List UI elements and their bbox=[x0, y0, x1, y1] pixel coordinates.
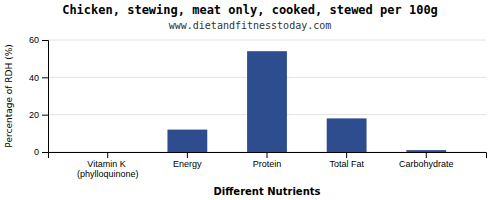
y-tick-mark bbox=[42, 152, 48, 153]
x-tick-mark bbox=[346, 152, 347, 158]
bar bbox=[327, 118, 367, 152]
y-tick: 40 bbox=[29, 73, 48, 83]
y-tick-label: 40 bbox=[29, 73, 39, 83]
x-tick-label: Protein bbox=[253, 159, 282, 169]
x-tick: Total Fat bbox=[329, 152, 364, 169]
x-axis: Vitamin K (phylloquinone) Energy Protein To… bbox=[49, 152, 487, 179]
x-tick-label-line: Carbohydrate bbox=[399, 159, 454, 169]
x-tick-mark bbox=[187, 152, 188, 158]
y-tick: 20 bbox=[29, 110, 48, 120]
y-tick-mark bbox=[42, 40, 48, 41]
x-tick: Energy bbox=[173, 152, 202, 169]
x-tick-label: Vitamin K (phylloquinone) bbox=[77, 159, 139, 179]
subtitle: www.dietandfitnesstoday.com bbox=[169, 20, 332, 31]
x-tick-label: Carbohydrate bbox=[399, 159, 454, 169]
x-tick-mark bbox=[267, 152, 268, 158]
y-tick-mark bbox=[42, 115, 48, 116]
x-tick-mark bbox=[107, 152, 108, 158]
y-tick-label: 0 bbox=[34, 147, 39, 157]
x-axis-title: Different Nutrients bbox=[214, 186, 321, 197]
x-tick: Protein bbox=[253, 152, 282, 169]
chart-container: Chicken, stewing, meat only, cooked, ste… bbox=[0, 0, 500, 200]
x-tick-mark bbox=[426, 152, 427, 158]
x-tick: Carbohydrate bbox=[399, 152, 454, 169]
bar bbox=[406, 150, 446, 152]
x-axis-line bbox=[49, 153, 487, 159]
y-tick-mark bbox=[42, 77, 48, 78]
bar bbox=[167, 130, 207, 152]
y-tick-label: 60 bbox=[29, 35, 39, 45]
y-axis: 0 20 40 60 bbox=[29, 35, 49, 157]
bar bbox=[88, 152, 128, 153]
bars bbox=[167, 51, 446, 152]
y-tick: 60 bbox=[29, 35, 48, 45]
x-tick-label-line: (phylloquinone) bbox=[77, 169, 139, 179]
x-tick: Vitamin K (phylloquinone) bbox=[77, 152, 139, 179]
title: Chicken, stewing, meat only, cooked, ste… bbox=[62, 3, 438, 17]
x-tick-label-line: Vitamin K bbox=[87, 159, 128, 169]
y-tick-label: 20 bbox=[29, 110, 39, 120]
bar bbox=[247, 51, 287, 152]
y-axis-line bbox=[42, 41, 49, 153]
chart-svg: Chicken, stewing, meat only, cooked, ste… bbox=[0, 0, 500, 200]
y-axis-title: Percentage of RDH (%) bbox=[4, 44, 14, 147]
x-tick-label: Total Fat bbox=[329, 159, 364, 169]
grid bbox=[48, 40, 486, 152]
x-tick-label-line: Protein bbox=[253, 159, 282, 169]
x-tick-label-line: Total Fat bbox=[329, 159, 364, 169]
x-tick-label: Energy bbox=[173, 159, 202, 169]
y-tick: 0 bbox=[34, 147, 48, 157]
grid-line bbox=[48, 40, 486, 41]
x-tick-label-line: Energy bbox=[173, 159, 202, 169]
